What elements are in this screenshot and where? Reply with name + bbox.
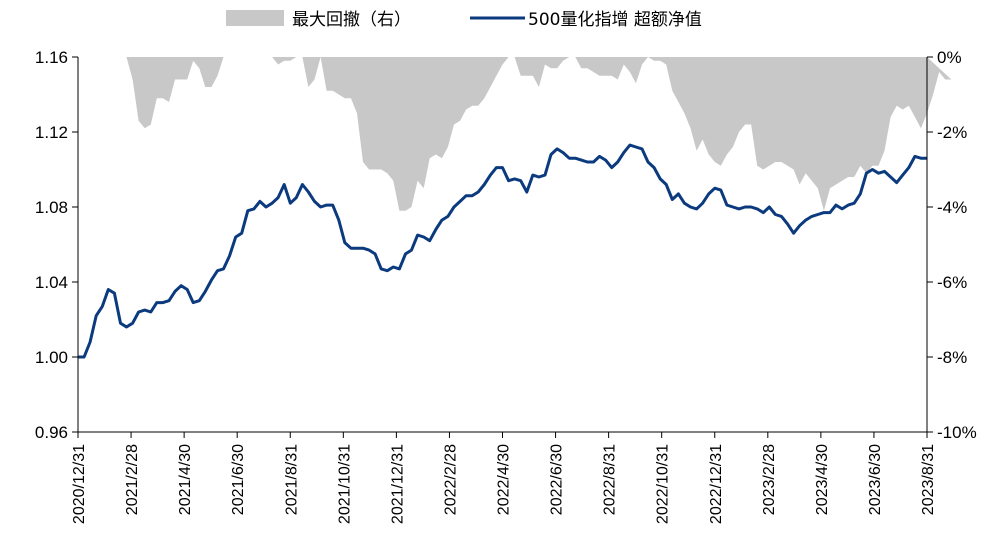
x-tick-label: 2023/6/30 <box>867 444 884 515</box>
y-left-tick-label: 1.16 <box>35 48 68 67</box>
axes: 0.96 1.00 1.04 1.08 1.12 1.16 -10% -8% -6% -4% -2%… <box>35 48 977 524</box>
y-right-tick-label: -6% <box>937 273 967 292</box>
x-tick-label: 2020/12/31 <box>71 444 88 524</box>
x-tick-label: 2021/2/28 <box>124 444 141 515</box>
legend-drawdown-swatch <box>226 10 284 26</box>
y-left-tick-label: 1.00 <box>35 348 68 367</box>
y-right-tick-label: -4% <box>937 198 967 217</box>
nav-line <box>78 143 927 359</box>
x-tick-label: 2021/8/31 <box>283 444 300 515</box>
y-right-tick-label: 0% <box>937 48 962 67</box>
y-left-tick-label: 0.96 <box>35 423 68 442</box>
x-tick-label: 2022/4/30 <box>496 444 513 515</box>
x-tick-label: 2021/6/30 <box>230 444 247 515</box>
x-tick-label: 2022/8/31 <box>602 444 619 515</box>
y-right-tick-label: -2% <box>937 123 967 142</box>
x-tick-label: 2021/10/31 <box>336 444 353 524</box>
legend-drawdown-label: 最大回撤（右） <box>292 10 411 30</box>
y-right-tick-label: -10% <box>937 423 977 442</box>
x-tick-label: 2022/6/30 <box>549 444 566 515</box>
x-tick-label: 2021/12/31 <box>389 444 406 524</box>
x-tick-label: 2021/4/30 <box>177 444 194 515</box>
plot-area <box>78 57 952 359</box>
x-tick-label: 2022/10/31 <box>655 444 672 524</box>
x-tick-label: 2023/4/30 <box>814 444 831 515</box>
y-left-tick-label: 1.08 <box>35 198 68 217</box>
legend-nav-label: 500量化指增 超额净值 <box>528 10 702 30</box>
x-tick-label: 2022/12/31 <box>708 444 725 524</box>
x-tick-label: 2023/8/31 <box>920 444 937 515</box>
x-tick-label: 2023/2/28 <box>761 444 778 515</box>
y-right-tick-label: -8% <box>937 348 967 367</box>
drawdown-area <box>78 57 952 211</box>
x-tick-label: 2022/2/28 <box>442 444 459 515</box>
y-left-tick-label: 1.04 <box>35 273 68 292</box>
legend: 最大回撤（右） 500量化指增 超额净值 <box>226 10 702 30</box>
y-left-tick-label: 1.12 <box>35 123 68 142</box>
